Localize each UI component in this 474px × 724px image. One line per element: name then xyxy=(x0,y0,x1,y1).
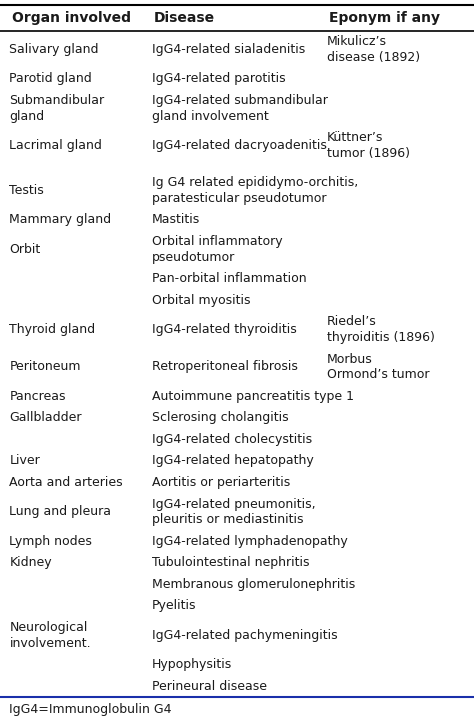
Text: IgG4-related cholecystitis: IgG4-related cholecystitis xyxy=(152,433,312,446)
Text: Hypophysitis: Hypophysitis xyxy=(152,658,232,671)
Text: Kidney: Kidney xyxy=(9,556,52,569)
Text: IgG4-related pachymeningitis: IgG4-related pachymeningitis xyxy=(152,628,337,641)
Text: Morbus
Ormond’s tumor: Morbus Ormond’s tumor xyxy=(327,353,429,381)
Text: Lacrimal gland: Lacrimal gland xyxy=(9,139,102,152)
Text: Mastitis: Mastitis xyxy=(152,214,200,227)
Text: Riedel’s
thyroiditis (1896): Riedel’s thyroiditis (1896) xyxy=(327,316,435,344)
Text: Organ involved: Organ involved xyxy=(12,11,131,25)
Text: Thyroid gland: Thyroid gland xyxy=(9,323,96,336)
Text: Sclerosing cholangitis: Sclerosing cholangitis xyxy=(152,411,288,424)
Text: IgG4-related submandibular
gland involvement: IgG4-related submandibular gland involve… xyxy=(152,94,328,122)
Text: Autoimmune pancreatitis type 1: Autoimmune pancreatitis type 1 xyxy=(152,390,354,403)
Text: Tubulointestinal nephritis: Tubulointestinal nephritis xyxy=(152,556,309,569)
Text: Ig G4 related epididymo-orchitis,
paratesticular pseudotumor: Ig G4 related epididymo-orchitis, parate… xyxy=(152,177,358,205)
Text: Liver: Liver xyxy=(9,455,40,468)
Text: Aortitis or periarteritis: Aortitis or periarteritis xyxy=(152,476,290,489)
Text: Disease: Disease xyxy=(154,11,215,25)
Text: Orbital inflammatory
pseudotumor: Orbital inflammatory pseudotumor xyxy=(152,235,283,264)
Text: Eponym if any: Eponym if any xyxy=(329,11,440,25)
Text: Pyelitis: Pyelitis xyxy=(152,599,196,613)
Text: Orbital myositis: Orbital myositis xyxy=(152,294,250,307)
Text: IgG4-related lymphadenopathy: IgG4-related lymphadenopathy xyxy=(152,534,347,547)
Text: Lymph nodes: Lymph nodes xyxy=(9,534,92,547)
Text: IgG4-related parotitis: IgG4-related parotitis xyxy=(152,72,285,85)
Text: Lung and pleura: Lung and pleura xyxy=(9,505,111,518)
Text: Aorta and arteries: Aorta and arteries xyxy=(9,476,123,489)
Text: Neurological
involvement.: Neurological involvement. xyxy=(9,621,91,649)
Text: IgG4-related thyroiditis: IgG4-related thyroiditis xyxy=(152,323,296,336)
Text: Salivary gland: Salivary gland xyxy=(9,43,99,56)
Text: Retroperitoneal fibrosis: Retroperitoneal fibrosis xyxy=(152,361,298,374)
Text: IgG4-related hepatopathy: IgG4-related hepatopathy xyxy=(152,455,313,468)
Text: Membranous glomerulonephritis: Membranous glomerulonephritis xyxy=(152,578,355,591)
Text: Pan-orbital inflammation: Pan-orbital inflammation xyxy=(152,272,306,285)
Text: Orbit: Orbit xyxy=(9,243,41,256)
Text: Submandibular
gland: Submandibular gland xyxy=(9,94,105,122)
Text: IgG4-related dacryoadenitis: IgG4-related dacryoadenitis xyxy=(152,139,327,152)
Text: Pancreas: Pancreas xyxy=(9,390,66,403)
Text: IgG4-related pneumonitis,
pleuritis or mediastinitis: IgG4-related pneumonitis, pleuritis or m… xyxy=(152,497,315,526)
Text: IgG4=Immunoglobulin G4: IgG4=Immunoglobulin G4 xyxy=(9,702,172,715)
Text: Perineural disease: Perineural disease xyxy=(152,680,267,693)
Text: Gallbladder: Gallbladder xyxy=(9,411,82,424)
Text: Mammary gland: Mammary gland xyxy=(9,214,111,227)
Text: Parotid gland: Parotid gland xyxy=(9,72,92,85)
Text: Mikulicz’s
disease (1892): Mikulicz’s disease (1892) xyxy=(327,35,420,64)
Text: Küttner’s
tumor (1896): Küttner’s tumor (1896) xyxy=(327,131,410,160)
Text: Testis: Testis xyxy=(9,184,44,197)
Text: IgG4-related sialadenitis: IgG4-related sialadenitis xyxy=(152,43,305,56)
Text: Peritoneum: Peritoneum xyxy=(9,361,81,374)
